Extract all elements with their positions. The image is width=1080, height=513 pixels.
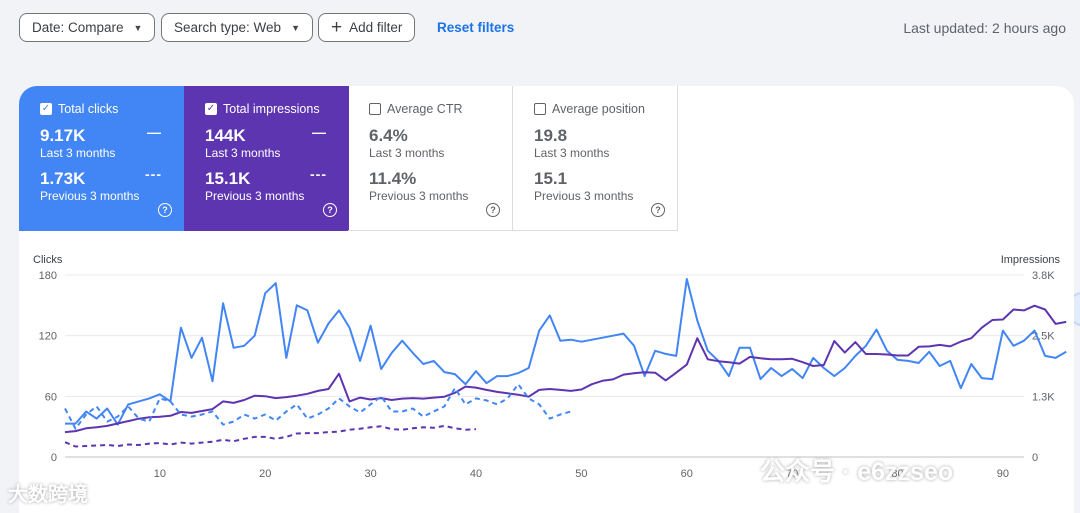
metric-current-period: Last 3 months (205, 146, 281, 160)
checkbox-unchecked-icon[interactable] (534, 103, 546, 115)
date-compare-dropdown[interactable]: Date: Compare ▼ (19, 13, 156, 42)
metric-previous-period: Previous 3 months (40, 189, 140, 203)
metric-previous-value: 11.4% (369, 169, 417, 188)
watermark-right-text: 公众号 · e6zzseo (760, 458, 954, 486)
watermark-left: 大数跨境 (8, 478, 88, 507)
reset-filters-link[interactable]: Reset filters (437, 20, 515, 35)
metric-current-value: 9.17K (40, 126, 86, 145)
x-tick-label: 90 (997, 468, 1009, 480)
checkbox-checked-icon[interactable]: ✓ (205, 103, 217, 115)
metric-card-average-ctr[interactable]: Average CTR 6.4% Last 3 months 11.4% Pre… (348, 86, 513, 231)
add-filter-button[interactable]: + Add filter (318, 13, 416, 42)
series-line-impressions-previous (64, 424, 477, 448)
left-tick-label: 60 (45, 391, 57, 403)
date-compare-label: Date: Compare (32, 20, 124, 35)
watermark-left-text: 大数跨境 (8, 484, 88, 506)
search-type-label: Search type: Web (174, 20, 282, 35)
x-tick-label: 80 (891, 468, 903, 480)
solid-line-legend-icon: — (312, 124, 327, 140)
metric-previous-period: Previous 3 months (369, 189, 469, 203)
metric-previous-period: Previous 3 months (534, 189, 634, 203)
metric-label: Total impressions (223, 102, 320, 116)
help-icon[interactable]: ? (486, 203, 500, 217)
metric-previous-value: 15.1 (534, 169, 568, 188)
search-type-dropdown[interactable]: Search type: Web ▼ (161, 13, 313, 42)
metric-current-period: Last 3 months (369, 146, 445, 160)
x-tick-label: 60 (681, 468, 693, 480)
x-tick-label: 50 (575, 468, 587, 480)
series-line-clicks (65, 278, 1067, 426)
metric-previous-value: 1.73K (40, 169, 86, 188)
last-updated-text: Last updated: 2 hours ago (903, 20, 1066, 36)
metric-card-total-impressions[interactable]: ✓ Total impressions 144K Last 3 months 15… (184, 86, 349, 231)
metric-card-total-clicks[interactable]: ✓ Total clicks 9.17K Last 3 months 1.73K … (19, 86, 184, 231)
metric-current-value: 144K (205, 126, 246, 145)
x-tick-label: 20 (259, 468, 271, 480)
x-tick-label: 40 (470, 468, 482, 480)
x-tick-label: 30 (364, 468, 376, 480)
solid-line-legend-icon: — (147, 124, 162, 140)
dashed-line-legend-icon: --- (310, 166, 327, 182)
left-tick-label: 120 (39, 331, 57, 343)
left-axis-title: Clicks (33, 254, 63, 266)
checkbox-unchecked-icon[interactable] (369, 103, 381, 115)
dashed-line-legend-icon: --- (145, 166, 162, 182)
metric-label: Average position (552, 102, 645, 116)
metric-previous-value: 15.1K (205, 169, 251, 188)
series-line-clicks-previous (64, 383, 572, 430)
metric-current-value: 6.4% (369, 126, 408, 145)
right-tick-label: 0 (1032, 452, 1038, 464)
toolbar: Date: Compare ▼ Search type: Web ▼ + Add… (0, 0, 1080, 56)
checkbox-checked-icon[interactable]: ✓ (40, 103, 52, 115)
series-line-impressions (64, 304, 1067, 434)
metric-current-period: Last 3 months (534, 146, 610, 160)
metric-label: Average CTR (387, 102, 463, 116)
dropdown-arrow-icon: ▼ (133, 22, 143, 33)
plus-icon: + (331, 17, 343, 38)
right-tick-label: 3.8K (1032, 270, 1055, 282)
metric-label: Total clicks (58, 102, 119, 116)
performance-panel: ✓ Total clicks 9.17K Last 3 months 1.73K … (19, 86, 1074, 513)
metric-previous-period: Previous 3 months (205, 189, 305, 203)
add-filter-label: Add filter (349, 20, 403, 35)
left-tick-label: 180 (39, 270, 57, 282)
metric-card-average-position[interactable]: Average position 19.8 Last 3 months 15.1… (513, 86, 678, 231)
metric-current-period: Last 3 months (40, 146, 116, 160)
metric-current-value: 19.8 (534, 126, 568, 145)
help-icon[interactable]: ? (158, 203, 172, 217)
left-tick-label: 0 (51, 452, 57, 464)
watermark-right: 公众号 · e6zzseo (760, 452, 953, 488)
right-tick-label: 1.3K (1032, 391, 1055, 403)
x-tick-label: 70 (786, 468, 798, 480)
help-icon[interactable]: ? (651, 203, 665, 217)
right-axis-title: Impressions (1001, 254, 1061, 266)
x-tick-label: 10 (154, 468, 166, 480)
dropdown-arrow-icon: ▼ (291, 22, 300, 33)
help-icon[interactable]: ? (323, 203, 337, 217)
